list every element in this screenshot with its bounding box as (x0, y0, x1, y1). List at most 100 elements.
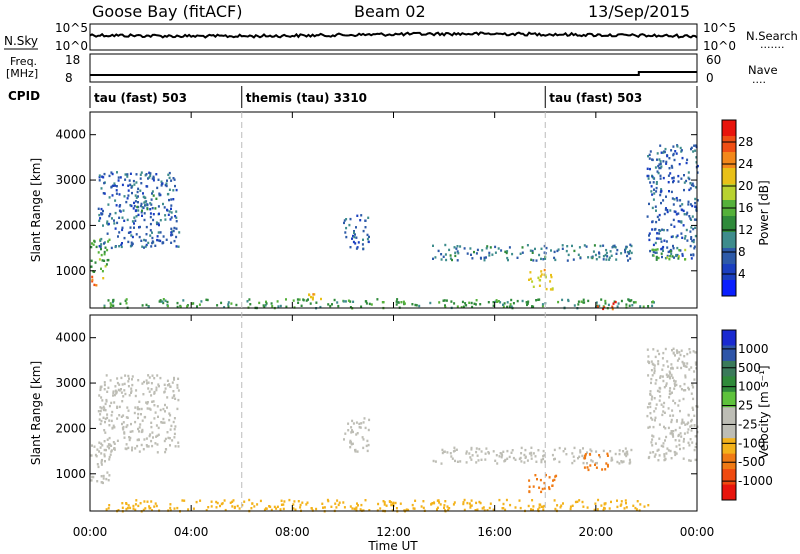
data-pixel (649, 412, 652, 415)
data-pixel (485, 447, 488, 450)
data-pixel (678, 163, 681, 166)
data-pixel (674, 354, 676, 357)
data-pixel (137, 504, 140, 508)
data-pixel (654, 227, 657, 231)
data-pixel (667, 250, 670, 254)
data-pixel (654, 205, 657, 208)
data-pixel (130, 422, 132, 426)
data-pixel (125, 298, 128, 301)
data-pixel (116, 377, 119, 380)
data-pixel (483, 256, 486, 259)
data-pixel (475, 299, 478, 302)
colorbar-tick-label: -100 (738, 436, 765, 450)
data-pixel (672, 176, 675, 179)
data-pixel (111, 172, 114, 176)
data-pixel (694, 351, 697, 354)
data-pixel (355, 226, 357, 229)
data-pixel (601, 468, 604, 471)
data-pixel (514, 506, 517, 509)
data-pixel (582, 505, 585, 508)
data-pixel (650, 185, 653, 188)
data-pixel (690, 147, 692, 151)
data-pixel (104, 460, 106, 463)
data-pixel (508, 305, 511, 308)
data-pixel (620, 299, 623, 303)
data-pixel (395, 300, 398, 303)
data-pixel (163, 383, 166, 386)
data-pixel (149, 433, 152, 436)
data-pixel (652, 348, 655, 351)
data-pixel (538, 284, 541, 287)
data-pixel (670, 431, 673, 435)
data-pixel (342, 300, 345, 303)
data-pixel (108, 455, 111, 459)
data-pixel (483, 509, 486, 512)
data-pixel (126, 406, 129, 409)
data-pixel (456, 259, 459, 262)
data-pixel (652, 176, 655, 180)
data-pixel (665, 240, 668, 243)
data-pixel (680, 435, 683, 438)
data-pixel (492, 450, 495, 453)
data-pixel (659, 144, 662, 147)
data-pixel (479, 501, 482, 505)
data-pixel (690, 420, 693, 423)
data-pixel (157, 415, 159, 418)
data-pixel (98, 219, 101, 222)
data-pixel (164, 218, 167, 221)
data-pixel (444, 500, 447, 503)
data-pixel (696, 199, 699, 202)
data-pixel (451, 258, 453, 262)
data-pixel (132, 504, 135, 508)
data-pixel (694, 144, 697, 147)
data-pixel (469, 456, 472, 459)
data-pixel (690, 253, 692, 257)
data-pixel (362, 446, 365, 450)
data-pixel (540, 247, 543, 250)
colorbar-segment (722, 391, 736, 408)
data-pixel (360, 422, 363, 425)
y-tick-label: 1000 (55, 467, 86, 481)
data-pixel (684, 258, 686, 261)
data-pixel (108, 404, 111, 408)
data-pixel (108, 444, 110, 447)
data-pixel (683, 389, 685, 392)
data-pixel (124, 447, 127, 450)
data-pixel (117, 179, 120, 182)
data-pixel (694, 458, 697, 462)
data-pixel (591, 255, 594, 258)
data-pixel (449, 257, 452, 260)
data-pixel (665, 452, 668, 455)
data-pixel (114, 184, 116, 187)
data-pixel (299, 506, 302, 509)
data-pixel (112, 184, 114, 187)
data-pixel (552, 479, 554, 482)
data-pixel (362, 238, 364, 241)
data-pixel (662, 364, 665, 367)
data-pixel (690, 392, 693, 395)
data-pixel (672, 179, 675, 183)
data-pixel (551, 453, 554, 457)
data-pixel (299, 503, 302, 507)
data-pixel (147, 241, 150, 245)
data-pixel (364, 499, 367, 502)
data-pixel (448, 248, 451, 252)
data-pixel (130, 390, 133, 393)
data-pixel (129, 430, 132, 433)
data-pixel (177, 245, 180, 248)
data-pixel (598, 454, 601, 457)
data-pixel (161, 421, 164, 424)
data-pixel (178, 231, 181, 234)
data-pixel (647, 177, 650, 180)
data-pixel (138, 426, 141, 429)
data-pixel (134, 394, 137, 398)
data-pixel (529, 277, 532, 281)
data-pixel (148, 390, 151, 393)
data-pixel (354, 448, 357, 452)
data-pixel (576, 500, 579, 503)
data-pixel (327, 303, 330, 306)
data-pixel (104, 409, 107, 412)
data-pixel (663, 455, 666, 458)
data-pixel (99, 387, 102, 390)
